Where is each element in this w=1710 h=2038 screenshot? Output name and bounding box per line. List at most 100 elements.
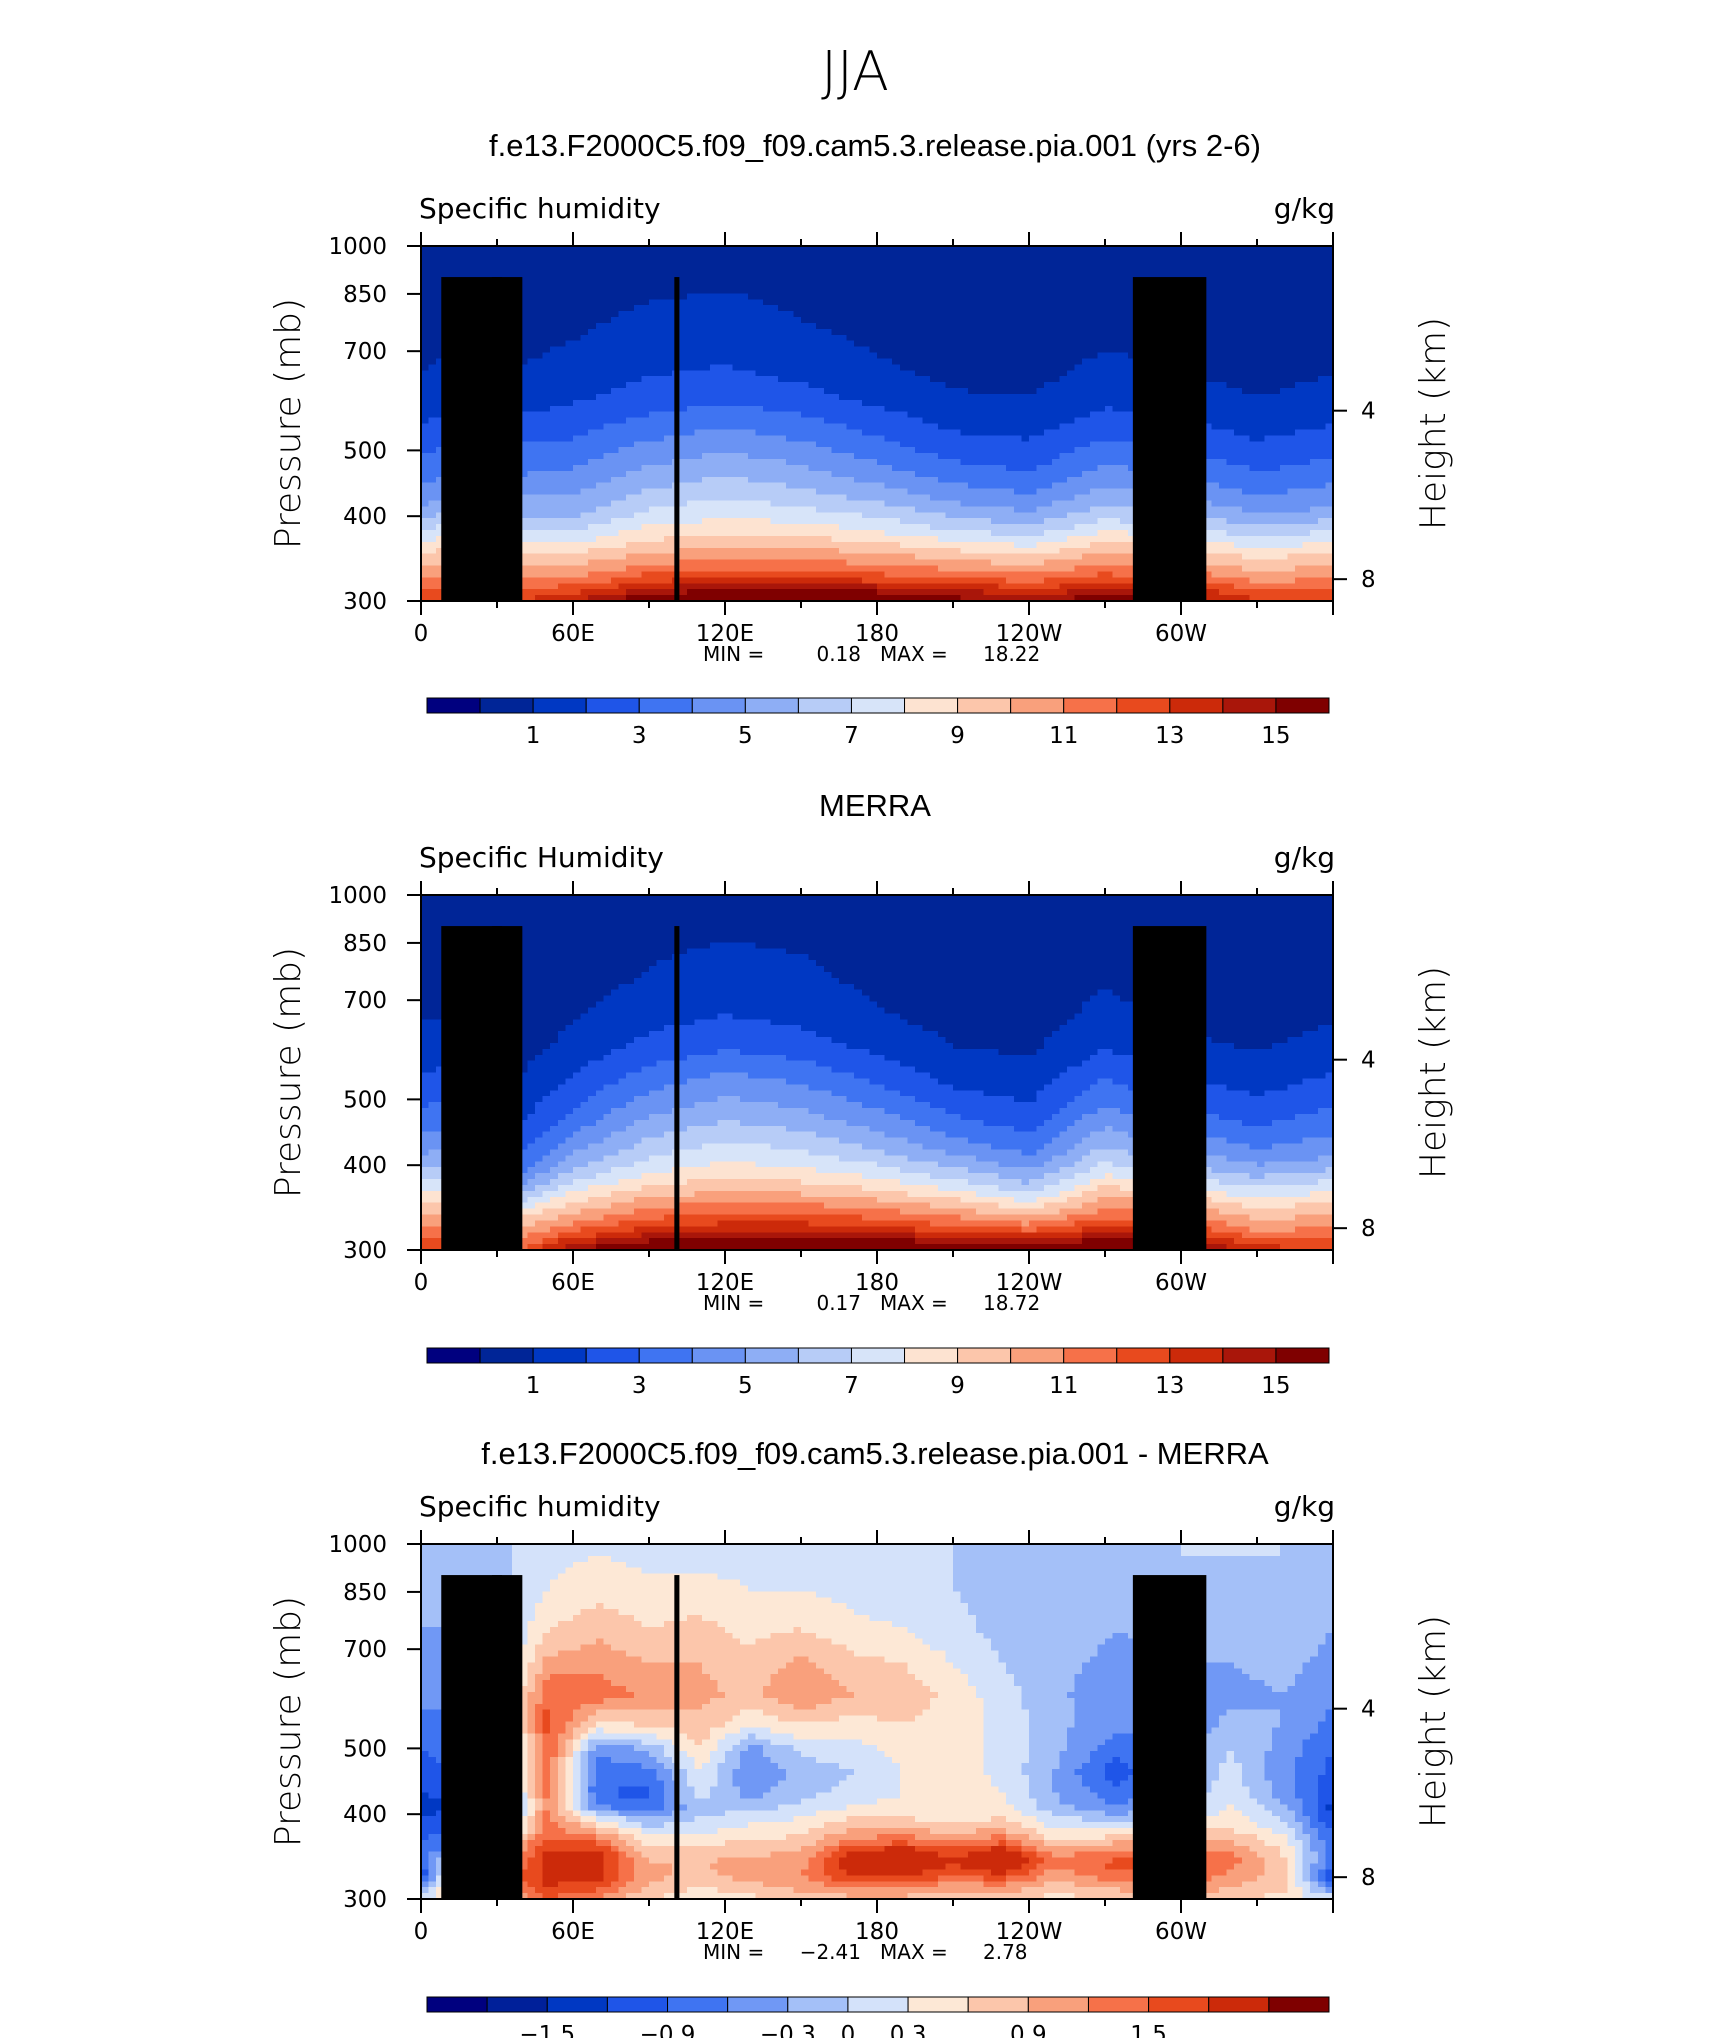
field-cell <box>535 476 544 484</box>
field-cell <box>687 388 696 395</box>
field-cell <box>641 482 650 490</box>
field-cell <box>649 464 658 472</box>
field-cell <box>1264 405 1273 413</box>
field-cell <box>1006 423 1015 431</box>
field-cell <box>945 287 954 294</box>
field-cell <box>823 476 832 484</box>
field-cell <box>451 263 460 271</box>
field-cell <box>1127 399 1136 407</box>
field-cell <box>823 488 832 496</box>
field-cell <box>580 305 589 312</box>
field-cell <box>1082 376 1091 383</box>
field-cell <box>519 482 528 490</box>
field-cell <box>694 382 703 389</box>
field-cell <box>717 476 726 484</box>
field-cell <box>899 388 908 395</box>
field-cell <box>1279 393 1288 401</box>
field-cell <box>1249 358 1258 365</box>
field-cell <box>1211 423 1220 431</box>
field-cell <box>755 476 764 484</box>
field-cell <box>1203 423 1212 431</box>
field-cell <box>1325 328 1334 336</box>
field-cell <box>755 334 764 342</box>
field-cell <box>846 346 855 354</box>
field-cell <box>1006 317 1015 324</box>
field-cell <box>755 393 764 401</box>
field-cell <box>823 340 832 348</box>
field-cell <box>694 293 703 300</box>
field-cell <box>747 488 756 496</box>
field-cell <box>725 322 734 330</box>
field-cell <box>732 399 741 407</box>
field-cell <box>1105 405 1114 413</box>
field-cell <box>1295 405 1304 413</box>
field-cell <box>1074 269 1083 277</box>
field-cell <box>497 269 506 277</box>
field-cell <box>595 405 604 413</box>
field-cell <box>717 364 726 371</box>
field-cell <box>1074 257 1083 265</box>
field-cell <box>1006 482 1015 490</box>
field-cell <box>603 364 612 371</box>
field-cell <box>1097 257 1106 265</box>
field-cell <box>1249 370 1258 377</box>
field-cell <box>770 370 779 377</box>
field-cell <box>1036 388 1045 395</box>
field-cell <box>1211 382 1220 389</box>
field-cell <box>565 411 574 419</box>
field-cell <box>664 281 673 289</box>
field-cell <box>1211 328 1220 336</box>
field-cell <box>557 388 566 395</box>
field-cell <box>649 476 658 484</box>
field-cell <box>1120 370 1129 377</box>
field-cell <box>436 393 445 401</box>
field-cell <box>1257 482 1266 490</box>
field-cell <box>1127 263 1136 271</box>
field-cell <box>1013 447 1022 454</box>
field-cell <box>611 358 620 365</box>
field-cell <box>854 388 863 395</box>
field-cell <box>1302 346 1311 354</box>
field-cell <box>785 464 794 472</box>
field-cell <box>975 470 984 478</box>
field-cell <box>1226 281 1235 289</box>
field-cell <box>1013 470 1022 478</box>
field-cell <box>823 328 832 336</box>
field-cell <box>679 299 688 306</box>
field-cell <box>1226 388 1235 395</box>
field-cell <box>618 346 627 354</box>
field-cell <box>763 417 772 425</box>
field-cell <box>633 317 642 324</box>
field-cell <box>823 311 832 318</box>
field-cell <box>527 263 536 271</box>
field-cell <box>618 470 627 478</box>
field-cell <box>1051 305 1060 312</box>
field-cell <box>1013 358 1022 365</box>
field-cell <box>816 287 825 294</box>
field-cell <box>1021 257 1030 265</box>
field-cell <box>1279 459 1288 466</box>
field-cell <box>991 464 1000 472</box>
field-cell <box>1029 388 1038 395</box>
field-cell <box>535 317 544 324</box>
field-cell <box>1310 382 1319 389</box>
field-cell <box>1279 429 1288 436</box>
field-cell <box>854 322 863 330</box>
field-cell <box>1287 417 1296 425</box>
field-cell <box>1105 358 1114 365</box>
field-cell <box>702 453 711 460</box>
field-cell <box>1044 393 1053 401</box>
field-cell <box>831 423 840 431</box>
field-cell <box>1067 293 1076 300</box>
field-cell <box>595 317 604 324</box>
field-cell <box>1249 328 1258 336</box>
field-cell <box>877 364 886 371</box>
field-cell <box>573 334 582 342</box>
field-cell <box>1112 346 1121 354</box>
field-cell <box>869 317 878 324</box>
field-cell <box>641 441 650 448</box>
field-cell <box>747 459 756 466</box>
field-cell <box>1051 317 1060 324</box>
field-cell <box>687 340 696 348</box>
field-cell <box>983 358 992 365</box>
